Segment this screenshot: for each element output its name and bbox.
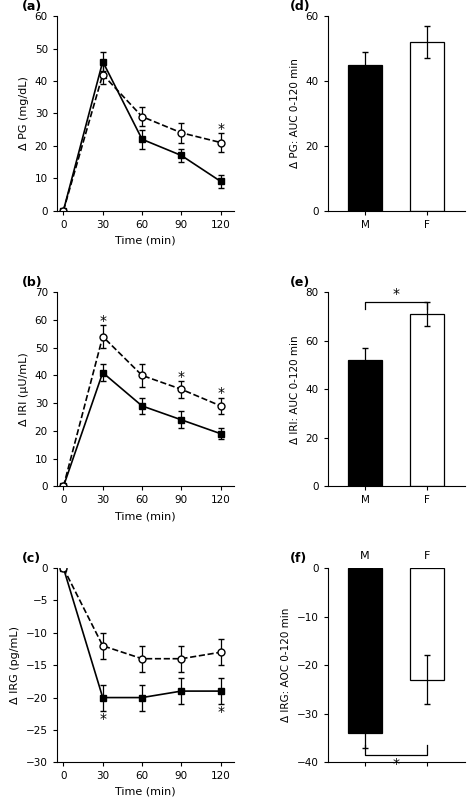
Y-axis label: Δ IRG: AOC 0-120 min: Δ IRG: AOC 0-120 min (282, 608, 292, 723)
Bar (348, 568, 382, 733)
X-axis label: Time (min): Time (min) (115, 511, 176, 521)
Text: (d): (d) (290, 0, 310, 14)
Text: (b): (b) (21, 277, 42, 290)
Y-axis label: Δ IRG (pg/mL): Δ IRG (pg/mL) (10, 626, 20, 704)
Text: (e): (e) (290, 277, 310, 290)
Bar (348, 360, 382, 487)
Y-axis label: Δ IRI (μU/mL): Δ IRI (μU/mL) (19, 353, 29, 426)
Text: F: F (424, 551, 430, 560)
Bar (410, 42, 444, 211)
Text: *: * (178, 370, 185, 384)
Text: M: M (360, 551, 370, 560)
Text: *: * (217, 706, 224, 719)
Text: *: * (217, 386, 224, 401)
Bar (410, 568, 444, 680)
Text: *: * (99, 712, 106, 726)
Y-axis label: Δ PG: AUC 0-120 min: Δ PG: AUC 0-120 min (290, 58, 300, 169)
Text: *: * (99, 314, 106, 328)
X-axis label: Time (min): Time (min) (115, 787, 176, 797)
Bar (348, 65, 382, 211)
Y-axis label: Δ PG (mg/dL): Δ PG (mg/dL) (19, 76, 29, 150)
X-axis label: Time (min): Time (min) (115, 235, 176, 245)
Text: *: * (392, 286, 400, 301)
Bar (410, 314, 444, 487)
Text: (f): (f) (290, 552, 307, 565)
Y-axis label: Δ IRI: AUC 0-120 min: Δ IRI: AUC 0-120 min (290, 335, 300, 444)
Text: (a): (a) (21, 0, 42, 14)
Text: (c): (c) (21, 552, 41, 565)
Text: *: * (217, 122, 224, 136)
Text: *: * (392, 757, 400, 771)
